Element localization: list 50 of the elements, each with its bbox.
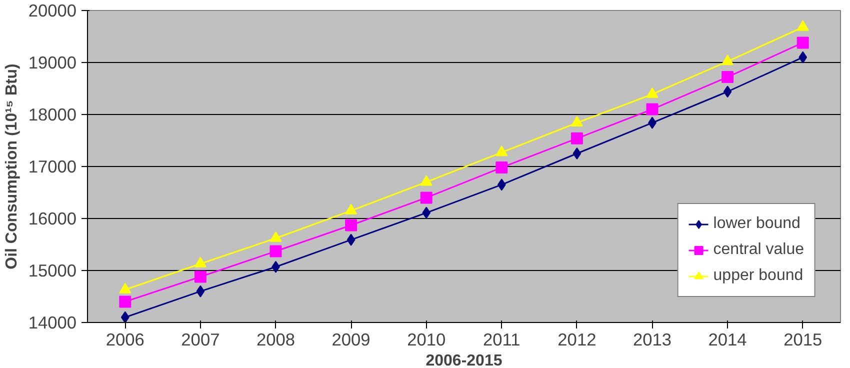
y-tick-label: 15000	[28, 260, 76, 280]
point	[346, 234, 356, 246]
y-tick-label: 14000	[28, 312, 76, 332]
point	[722, 71, 734, 84]
point	[798, 51, 808, 64]
x-tick-label: 2010	[407, 330, 446, 350]
point	[270, 231, 282, 242]
point	[796, 36, 809, 49]
y-tick-label: 18000	[28, 104, 76, 124]
point	[420, 192, 432, 204]
point	[119, 296, 132, 308]
y-tick-label: 17000	[28, 156, 76, 176]
x-tick-label: 2008	[256, 330, 296, 350]
x-tick-label: 2006	[106, 330, 144, 350]
x-axis-title: 2006-2015	[426, 352, 502, 368]
x-tick-label: 2007	[181, 330, 220, 350]
point	[497, 178, 506, 191]
x-tick-label: 2014	[708, 330, 748, 350]
point	[196, 285, 205, 298]
point	[723, 86, 732, 98]
point	[646, 87, 658, 98]
point	[570, 116, 583, 126]
point	[420, 175, 432, 186]
point	[345, 219, 358, 232]
x-tick-label: 2012	[558, 330, 596, 350]
point	[796, 20, 809, 31]
point	[120, 311, 130, 322]
x-tick-label: 2013	[632, 330, 672, 350]
point	[422, 206, 431, 219]
point	[194, 270, 206, 283]
point	[496, 162, 508, 174]
y-axis-title: Oil Consumption (10¹⁵ Btu)	[3, 64, 20, 270]
y-tick-label: 16000	[28, 208, 76, 228]
point	[646, 103, 658, 116]
point	[570, 132, 583, 144]
x-tick-label: 2011	[483, 330, 520, 350]
point	[572, 148, 582, 160]
point	[345, 204, 358, 214]
x-tick-label: 2015	[784, 330, 822, 350]
legend-label: upper bound	[713, 267, 804, 285]
point	[722, 54, 734, 66]
x-tick-label: 2009	[332, 330, 370, 350]
legend-label: central value	[713, 241, 804, 259]
y-tick-label: 20000	[28, 0, 76, 20]
point	[270, 245, 282, 258]
point	[496, 146, 508, 156]
y-tick-label: 19000	[28, 52, 76, 72]
point	[194, 256, 206, 268]
point	[119, 282, 132, 294]
legend-label: lower bound	[713, 215, 800, 233]
